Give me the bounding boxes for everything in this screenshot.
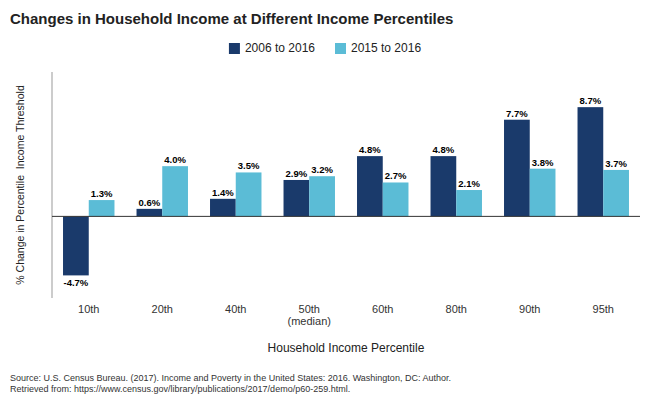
x-tick-label: 80th	[446, 303, 467, 315]
bar	[162, 166, 188, 216]
data-label: 0.6%	[139, 197, 161, 208]
x-tick-label: 95th	[593, 303, 614, 315]
text-line: 80th	[446, 303, 467, 315]
text-line: 90th	[519, 303, 540, 315]
data-label: 2.7%	[385, 170, 407, 181]
legend: 2006 to 2016 2015 to 2016	[229, 41, 421, 55]
bar	[383, 182, 409, 216]
bar	[578, 107, 604, 216]
bar	[284, 180, 310, 216]
x-tick-labels: 10th 20th 40th 50th(median) 60th 80th 90th 95th	[78, 303, 614, 327]
bar	[89, 200, 115, 216]
text-line: 40th	[225, 303, 246, 315]
chart: Changes in Household Income at Different…	[0, 0, 650, 400]
bar	[456, 190, 482, 216]
legend-label: 2006 to 2016	[245, 41, 315, 55]
bar	[530, 169, 556, 217]
text-line: (median)	[288, 315, 331, 327]
bar	[137, 209, 163, 217]
text-line: Retrieved from: https://www.census.gov/l…	[10, 384, 350, 394]
data-label: 3.5%	[238, 160, 260, 171]
text-line: 10th	[78, 303, 99, 315]
data-labels: -4.7% 0.6% 1.4% 2.9% 4.8% 4.8% 7.7% 8.7% 1.3% 4.0…	[63, 95, 627, 288]
data-label: 2.9%	[286, 168, 308, 179]
data-label: 7.7%	[506, 108, 528, 119]
bar	[309, 176, 335, 216]
y-axis-line	[52, 72, 53, 298]
x-tick-label: 60th	[372, 303, 393, 315]
data-label: 8.7%	[580, 95, 602, 106]
legend-swatch	[335, 43, 346, 54]
legend-label: 2015 to 2016	[351, 41, 421, 55]
bar	[210, 199, 236, 217]
y-axis-label: % Change in Percentile Income Threshold	[14, 85, 26, 285]
x-tick-label: 40th	[225, 303, 246, 315]
text-line: 50th	[299, 303, 320, 315]
bar	[431, 156, 457, 216]
legend-item: 2006 to 2016	[229, 41, 315, 55]
text-line: 20th	[152, 303, 173, 315]
legend-swatch	[229, 43, 240, 54]
bar	[504, 120, 530, 217]
bar	[63, 216, 89, 275]
data-label: 3.2%	[311, 164, 333, 175]
baseline	[52, 216, 640, 217]
text-line: Source: U.S. Census Bureau. (2017). Inco…	[10, 373, 451, 383]
title: Changes in Household Income at Different…	[10, 10, 453, 27]
text-line: 95th	[593, 303, 614, 315]
data-label: 3.8%	[532, 157, 554, 168]
x-tick-label: 90th	[519, 303, 540, 315]
data-label: -4.7%	[63, 277, 88, 288]
data-label: 1.4%	[212, 187, 234, 198]
x-tick-label: 50th(median)	[288, 303, 331, 327]
x-tick-label: 10th	[78, 303, 99, 315]
bar	[357, 156, 383, 216]
annotation: Source: U.S. Census Bureau. (2017). Inco…	[10, 373, 451, 394]
data-label: 1.3%	[91, 188, 113, 199]
legend-item: 2015 to 2016	[335, 41, 421, 55]
data-label: 4.8%	[433, 144, 455, 155]
bar	[236, 172, 262, 216]
data-label: 2.1%	[458, 178, 480, 189]
bar	[603, 170, 629, 216]
x-tick-label: 20th	[152, 303, 173, 315]
data-label: 4.8%	[359, 144, 381, 155]
text-line: 60th	[372, 303, 393, 315]
x-axis-label: Household Income Percentile	[268, 341, 425, 355]
data-label: 4.0%	[164, 154, 186, 165]
bars	[63, 107, 629, 275]
data-label: 3.7%	[605, 158, 627, 169]
